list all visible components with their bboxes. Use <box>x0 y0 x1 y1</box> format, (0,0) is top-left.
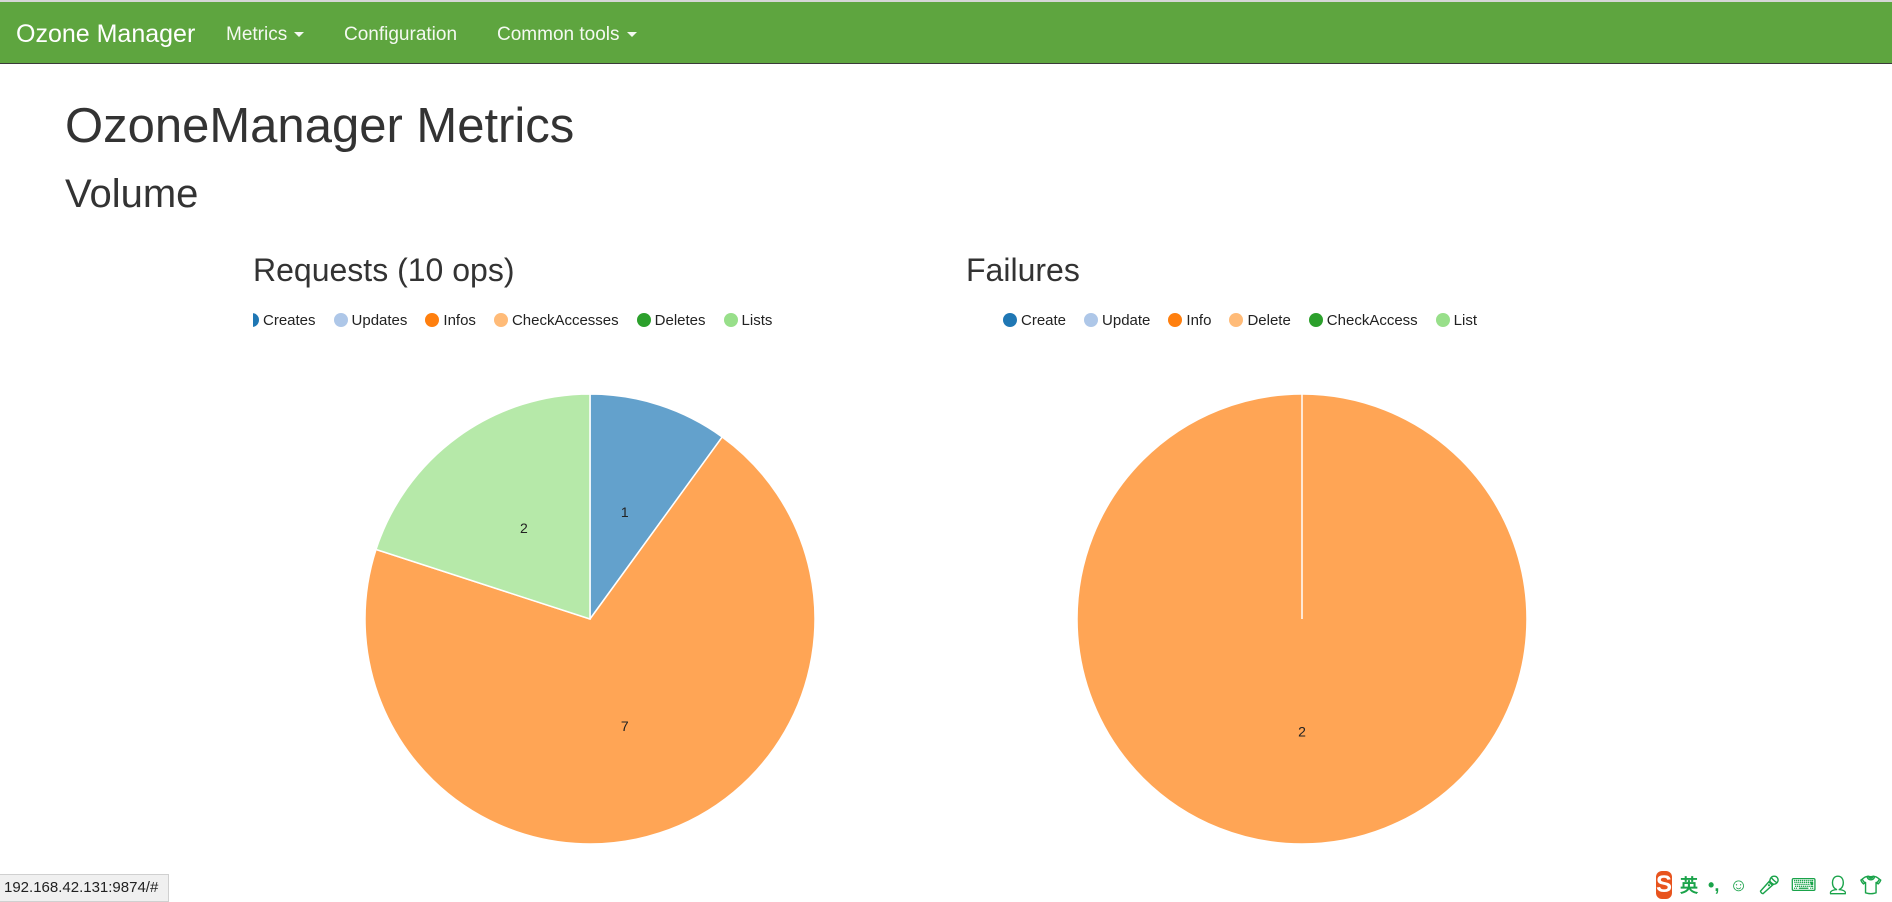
section-title: Volume <box>65 172 199 216</box>
emoji-icon[interactable]: ☺ <box>1729 874 1748 895</box>
legend-item[interactable]: Delete <box>1229 311 1291 329</box>
legend-item[interactable]: Creates <box>253 312 316 329</box>
chevron-down-icon <box>294 32 305 38</box>
brand[interactable]: Ozone Manager <box>16 20 196 48</box>
ime-mode-toggle[interactable]: 英 <box>1680 876 1699 896</box>
pie-slice[interactable] <box>365 435 815 844</box>
legend-dot-icon <box>1168 313 1183 327</box>
legend-label: List <box>1453 311 1478 329</box>
legend-item[interactable]: Create <box>1003 312 1066 329</box>
skin-icon[interactable]: 👕︎ <box>1859 874 1883 895</box>
legend-label: Create <box>1021 311 1067 329</box>
nav-common-tools[interactable]: Common tools <box>497 24 637 46</box>
legend-label: Lists <box>741 311 773 329</box>
failures-legend: Create Update Info Delete CheckAccess List <box>1003 310 1495 330</box>
failures-pie-chart: 2 <box>1077 394 1527 844</box>
requests-legend: Creates Updates Infos CheckAccesses Deletes L… <box>253 310 813 330</box>
nav-common-tools-label: Common tools <box>497 24 620 45</box>
pie-slice-label: 7 <box>621 718 629 734</box>
legend-dot-icon <box>425 313 440 327</box>
chevron-down-icon <box>626 32 637 38</box>
legend-dot-icon <box>1003 313 1017 327</box>
nav-configuration-label: Configuration <box>344 24 458 45</box>
legend-dot-icon <box>253 313 259 327</box>
nav-metrics[interactable]: Metrics <box>226 24 305 46</box>
legend-label: Delete <box>1247 311 1291 329</box>
legend-item[interactable]: Info <box>1168 312 1211 329</box>
legend-item[interactable]: Updates <box>333 311 408 329</box>
legend-item[interactable]: Update <box>1084 312 1150 329</box>
keyboard-icon[interactable]: ⌨ <box>1790 874 1817 895</box>
ime-logo-icon[interactable]: S <box>1656 871 1673 899</box>
pie-slice-label: 2 <box>1298 724 1306 740</box>
requests-chart-title: Requests (10 ops) <box>253 252 515 288</box>
pie-slice-label: 1 <box>621 504 629 520</box>
nav-configuration[interactable]: Configuration <box>344 24 457 46</box>
ime-toolbar: S 英 •, ☺ 🎤︎ ⌨ 👤︎ 👕︎ <box>1656 868 1892 902</box>
legend-item[interactable]: Lists <box>723 311 773 329</box>
user-icon[interactable]: 👤︎ <box>1826 874 1850 895</box>
legend-label: CheckAccess <box>1326 311 1418 329</box>
legend-item[interactable]: Deletes <box>636 311 706 329</box>
legend-item[interactable]: List <box>1435 311 1478 329</box>
legend-label: Creates <box>263 311 316 329</box>
legend-label: CheckAccesses <box>511 311 619 329</box>
failures-chart-title: Failures <box>966 252 1080 288</box>
nav-metrics-label: Metrics <box>226 24 288 45</box>
legend-dot-icon <box>1435 313 1450 327</box>
navbar: Ozone Manager Metrics Configuration Comm… <box>0 0 1892 64</box>
legend-label: Info <box>1186 311 1212 329</box>
microphone-icon[interactable]: 🎤︎ <box>1757 874 1781 895</box>
page-title: OzoneManager Metrics <box>65 99 575 153</box>
requests-pie-chart: 1 7 2 <box>365 394 815 844</box>
pie-slice-label: 2 <box>520 520 528 536</box>
legend-label: Updates <box>351 311 408 329</box>
legend-dot-icon <box>723 313 738 327</box>
legend-item[interactable]: Infos <box>425 312 476 329</box>
legend-item[interactable]: CheckAccess <box>1308 311 1418 329</box>
legend-label: Infos <box>443 311 476 329</box>
status-url: 192.168.42.131:9874/# <box>0 874 170 902</box>
legend-dot-icon <box>493 313 508 327</box>
legend-label: Update <box>1102 311 1151 329</box>
legend-dot-icon <box>1308 313 1323 327</box>
legend-dot-icon <box>333 313 348 327</box>
legend-dot-icon <box>636 313 651 327</box>
legend-label: Deletes <box>654 311 706 329</box>
punctuation-icon[interactable]: •, <box>1708 874 1720 895</box>
pie-slice[interactable] <box>375 394 591 621</box>
pie-slice[interactable] <box>589 394 724 622</box>
legend-item[interactable]: CheckAccesses <box>493 311 619 329</box>
legend-dot-icon <box>1229 313 1244 327</box>
legend-dot-icon <box>1084 313 1099 327</box>
